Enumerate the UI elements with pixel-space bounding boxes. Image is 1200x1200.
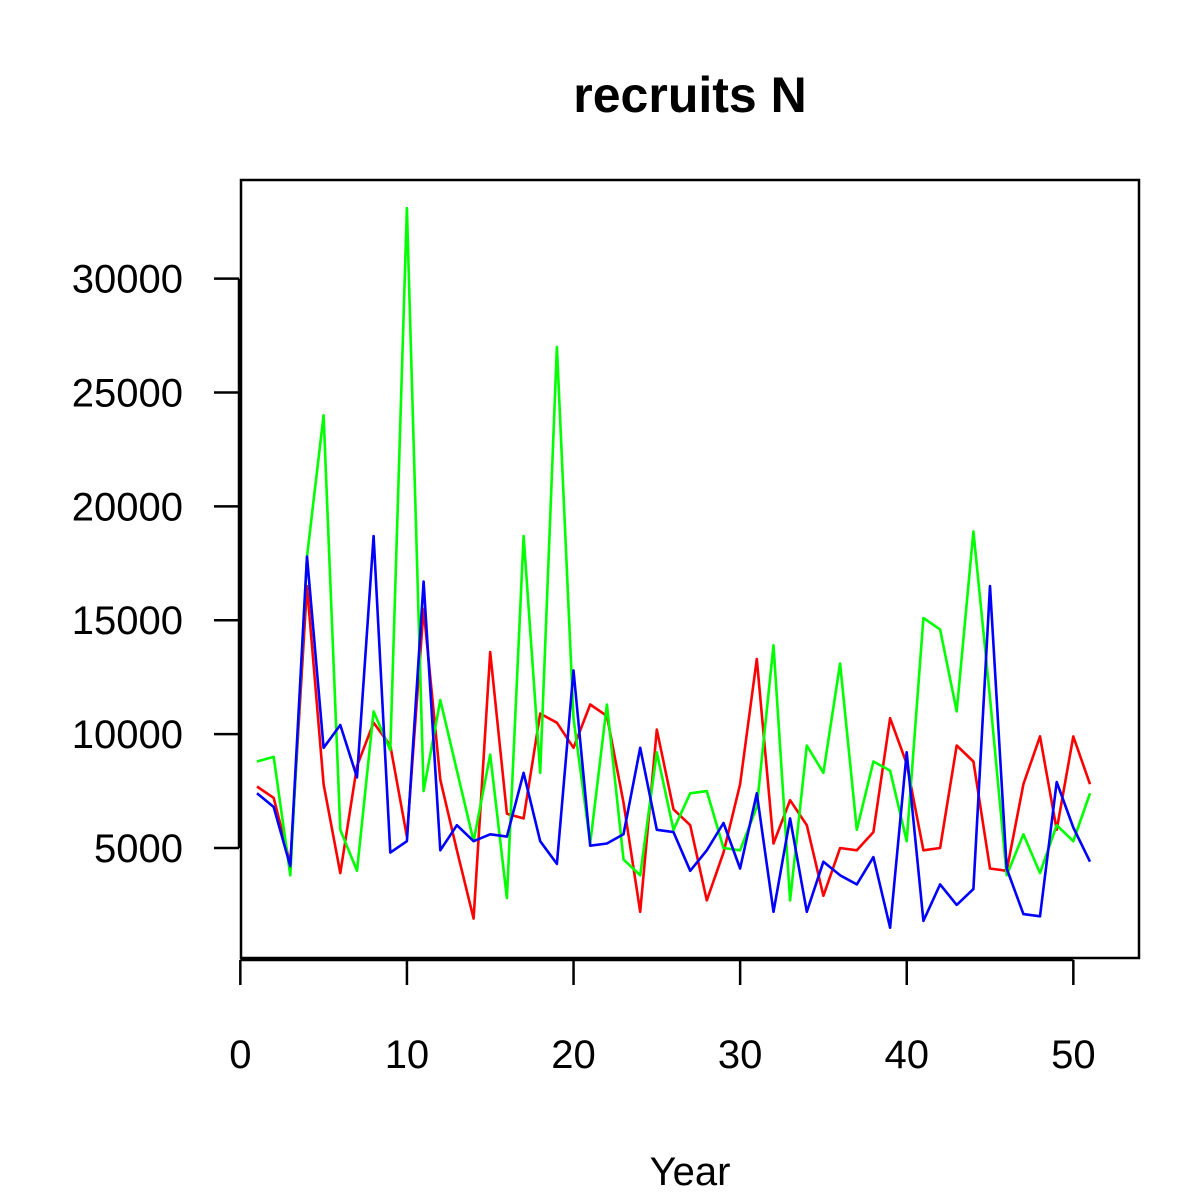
x-axis: 0 10 20 30 40 50: [229, 958, 1096, 1077]
y-axis: 5000 10000 15000 20000 25000 30000: [72, 258, 241, 871]
x-tick-label: 10: [385, 1033, 430, 1077]
x-tick-label: 20: [551, 1033, 596, 1077]
y-tick-label: 5000: [94, 827, 183, 871]
x-tick-label: 50: [1051, 1033, 1096, 1077]
series-line-1: [256, 584, 1092, 920]
series-line-3: [256, 534, 1092, 930]
y-tick-label: 30000: [72, 258, 183, 302]
x-axis-label: Year: [650, 1150, 731, 1194]
y-tick-label: 25000: [72, 371, 183, 415]
y-tick-label: 15000: [72, 599, 183, 643]
x-tick-label: 40: [884, 1033, 929, 1077]
series-line-2: [256, 206, 1092, 902]
x-tick-label: 0: [229, 1033, 251, 1077]
chart-title: recruits N: [573, 67, 806, 123]
series-layer: [256, 206, 1092, 930]
y-tick-label: 20000: [72, 485, 183, 529]
y-tick-label: 10000: [72, 713, 183, 757]
x-tick-label: 30: [718, 1033, 763, 1077]
plot-frame: [239, 178, 1141, 960]
